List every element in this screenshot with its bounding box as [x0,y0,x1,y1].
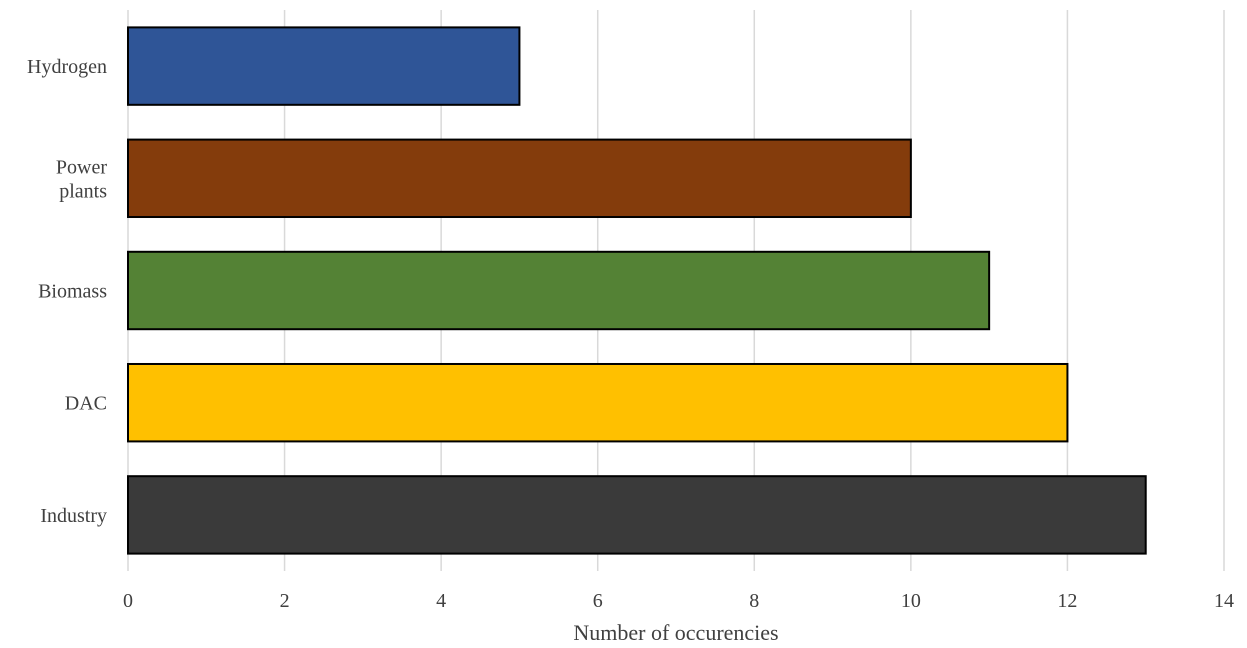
category-label: Biomass [38,281,107,303]
x-axis-title: Number of occurencies [573,620,778,645]
bar-industry [127,475,1147,555]
x-tick-label: 0 [123,590,133,612]
category-labels: Hydrogen Power plants Biomass DAC Industry [27,56,107,527]
x-tick-label: 14 [1214,590,1234,612]
bar-dac [127,362,1069,443]
category-label: Hydrogen [27,56,107,78]
bars [127,26,1147,555]
x-tick-label: 12 [1057,590,1077,612]
category-label: DAC [65,393,107,415]
bar-biomass [127,250,991,331]
x-tick-labels: 0 2 4 6 8 10 12 14 [123,590,1234,612]
bar-hydrogen [127,26,521,106]
bar-power-plants [127,138,912,219]
x-tick-label: 6 [593,590,603,612]
x-tick-label: 10 [901,590,921,612]
x-tick-label: 4 [436,590,446,612]
x-tick-label: 8 [749,590,759,612]
category-label: Industry [40,505,107,527]
x-tick-label: 2 [280,590,290,612]
category-label: Power plants [56,156,107,202]
